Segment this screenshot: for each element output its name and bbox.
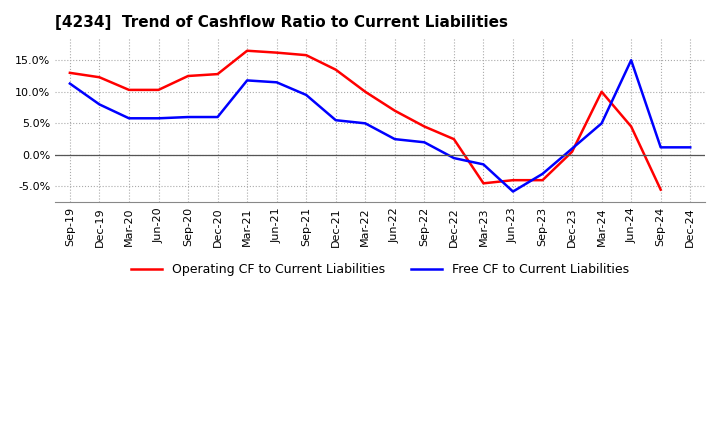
Free CF to Current Liabilities xyxy=(539,171,547,176)
Operating CF to Current Liabilities xyxy=(213,71,222,77)
Free CF to Current Liabilities xyxy=(243,78,251,83)
Free CF to Current Liabilities xyxy=(390,136,399,142)
Free CF to Current Liabilities xyxy=(420,139,428,145)
Free CF to Current Liabilities xyxy=(66,81,74,86)
Free CF to Current Liabilities xyxy=(598,121,606,126)
Operating CF to Current Liabilities xyxy=(184,73,192,79)
Operating CF to Current Liabilities xyxy=(302,52,310,58)
Free CF to Current Liabilities xyxy=(213,114,222,120)
Operating CF to Current Liabilities xyxy=(420,124,428,129)
Free CF to Current Liabilities xyxy=(184,114,192,120)
Operating CF to Current Liabilities xyxy=(272,50,281,55)
Operating CF to Current Liabilities xyxy=(568,149,577,154)
Operating CF to Current Liabilities xyxy=(508,177,517,183)
Operating CF to Current Liabilities xyxy=(539,177,547,183)
Free CF to Current Liabilities xyxy=(302,92,310,98)
Operating CF to Current Liabilities xyxy=(479,181,487,186)
Operating CF to Current Liabilities xyxy=(66,70,74,76)
Legend: Operating CF to Current Liabilities, Free CF to Current Liabilities: Operating CF to Current Liabilities, Fre… xyxy=(126,258,634,282)
Free CF to Current Liabilities xyxy=(95,102,104,107)
Free CF to Current Liabilities xyxy=(449,155,458,161)
Free CF to Current Liabilities xyxy=(508,189,517,194)
Free CF to Current Liabilities xyxy=(657,145,665,150)
Operating CF to Current Liabilities xyxy=(361,89,369,95)
Free CF to Current Liabilities xyxy=(479,162,487,167)
Free CF to Current Liabilities xyxy=(568,146,577,151)
Free CF to Current Liabilities xyxy=(125,116,133,121)
Free CF to Current Liabilities xyxy=(361,121,369,126)
Operating CF to Current Liabilities xyxy=(390,108,399,114)
Free CF to Current Liabilities xyxy=(627,58,636,63)
Free CF to Current Liabilities xyxy=(272,80,281,85)
Operating CF to Current Liabilities xyxy=(331,67,340,72)
Free CF to Current Liabilities xyxy=(686,145,695,150)
Operating CF to Current Liabilities xyxy=(598,89,606,95)
Operating CF to Current Liabilities xyxy=(95,75,104,80)
Operating CF to Current Liabilities xyxy=(243,48,251,53)
Free CF to Current Liabilities xyxy=(154,116,163,121)
Operating CF to Current Liabilities xyxy=(154,87,163,92)
Operating CF to Current Liabilities xyxy=(657,187,665,192)
Text: [4234]  Trend of Cashflow Ratio to Current Liabilities: [4234] Trend of Cashflow Ratio to Curren… xyxy=(55,15,508,30)
Operating CF to Current Liabilities xyxy=(125,87,133,92)
Free CF to Current Liabilities xyxy=(331,117,340,123)
Operating CF to Current Liabilities xyxy=(449,136,458,142)
Operating CF to Current Liabilities xyxy=(627,124,636,129)
Line: Operating CF to Current Liabilities: Operating CF to Current Liabilities xyxy=(70,51,661,190)
Line: Free CF to Current Liabilities: Free CF to Current Liabilities xyxy=(70,60,690,191)
